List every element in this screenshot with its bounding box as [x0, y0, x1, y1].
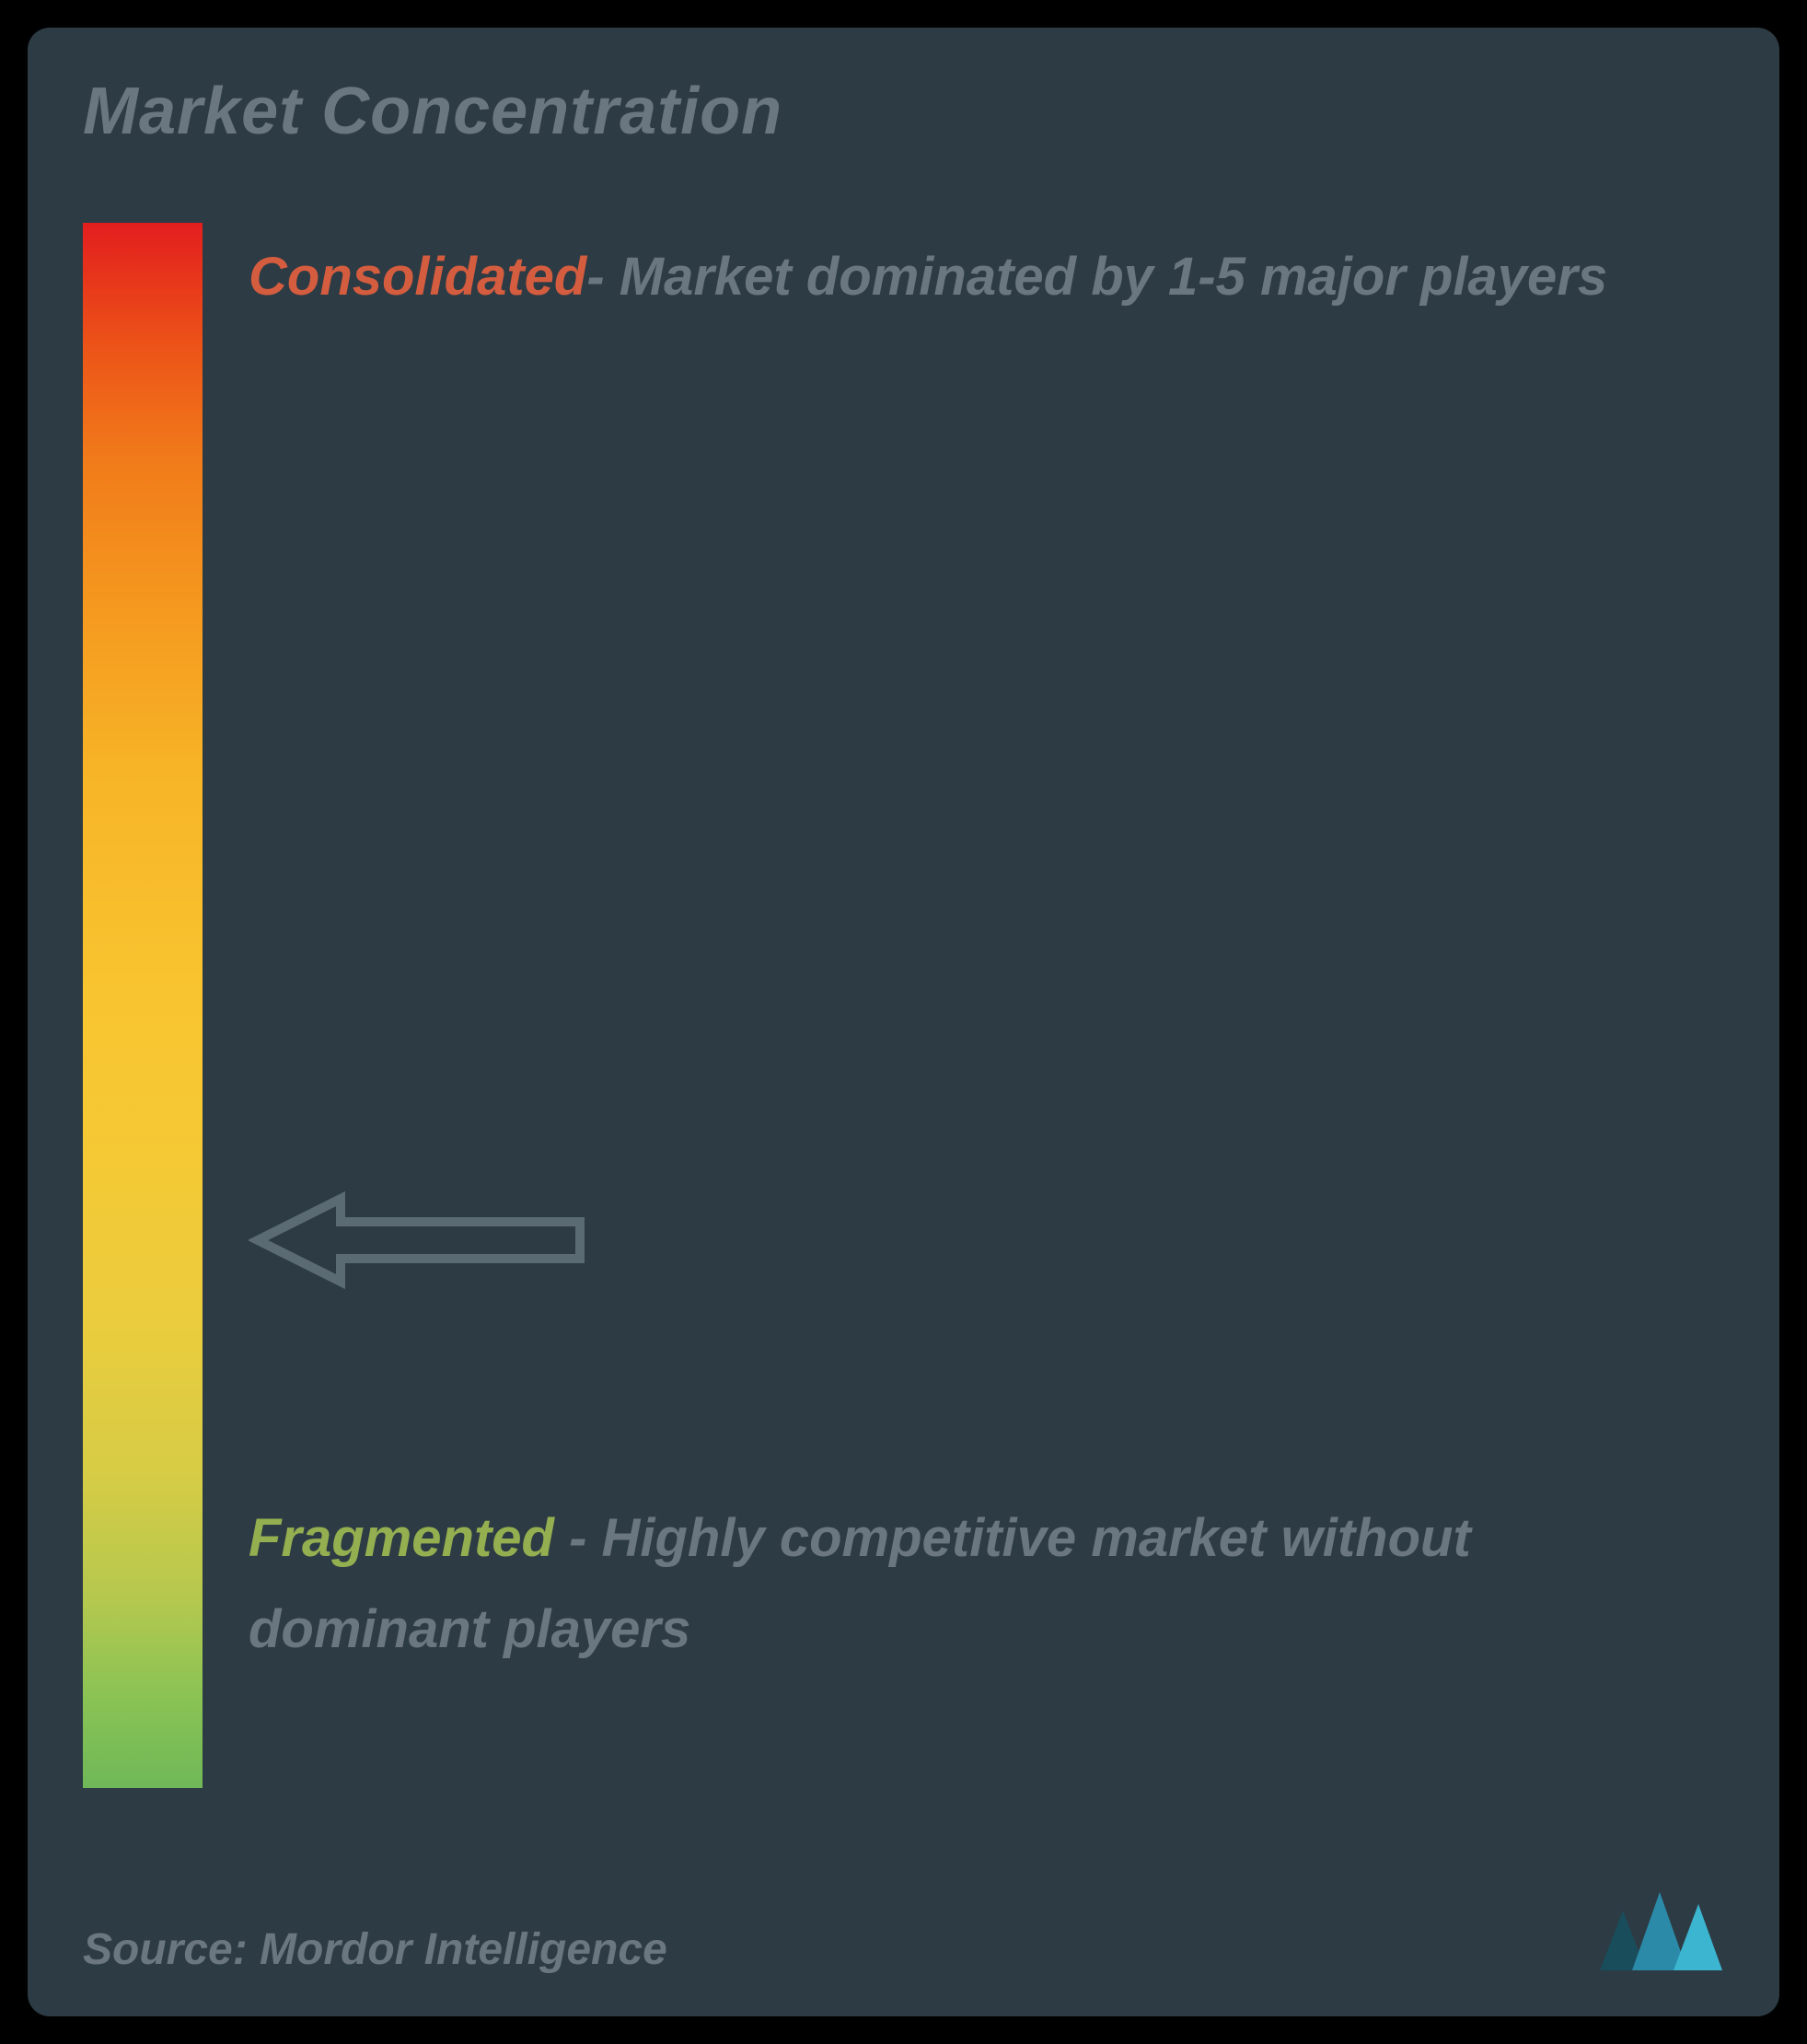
fragmented-label: Fragmented	[249, 1508, 554, 1568]
indicator-arrow	[249, 1190, 589, 1291]
concentration-gradient-bar	[83, 223, 203, 1788]
source-attribution: Source: Mordor Intelligence	[83, 1924, 667, 1975]
source-prefix: Source:	[83, 1925, 260, 1974]
consolidated-block: Consolidated- Market dominated by 1-5 ma…	[249, 232, 1706, 323]
infographic-container: Market Concentration Consolidated- Marke…	[28, 28, 1779, 2016]
logo-icon	[1595, 1887, 1724, 1975]
page-title: Market Concentration	[83, 74, 1724, 149]
consolidated-label: Consolidated	[249, 247, 586, 307]
mordor-logo	[1595, 1887, 1724, 1975]
arrow-icon	[249, 1190, 589, 1291]
fragmented-block: Fragmented - Highly competitive market w…	[249, 1493, 1706, 1675]
footer: Source: Mordor Intelligence	[83, 1887, 1724, 1975]
source-text: Mordor Intelligence	[260, 1925, 667, 1974]
consolidated-description: - Market dominated by 1-5 major players	[586, 247, 1607, 307]
labels-area: Consolidated- Market dominated by 1-5 ma…	[249, 223, 1724, 1788]
main-content: Consolidated- Market dominated by 1-5 ma…	[83, 223, 1724, 1788]
